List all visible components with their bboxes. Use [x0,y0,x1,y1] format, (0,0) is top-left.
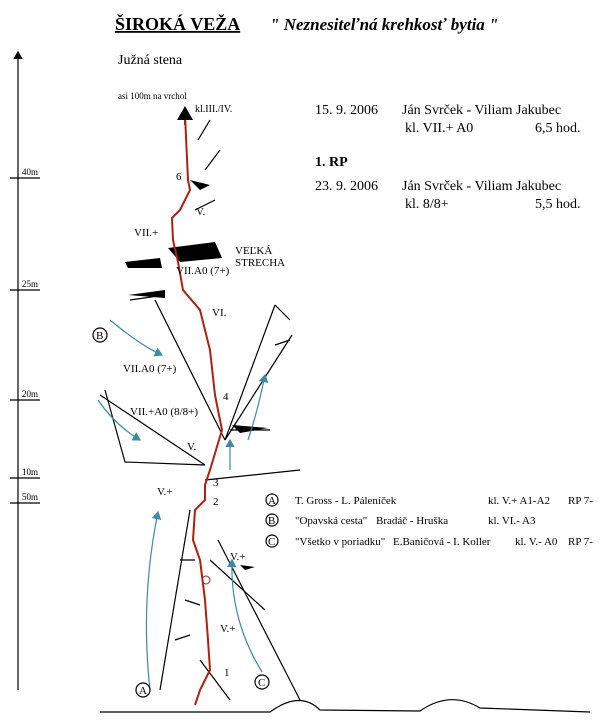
grade: kl. 8/8+ [405,197,449,212]
topo-label: VII.A0 (7+) [176,265,230,277]
climbers: Ján Svrček - Viliam Jakubec [402,179,561,194]
legend-key: B [268,515,275,527]
date: 23. 9. 2006 [315,179,378,194]
summit-grade: kl.III./IV. [195,104,232,115]
legend-key: C [268,536,275,548]
topo-labels: 6 V. VII.+ VEĽKÁ STRECHA VII.A0 (7+) VI.… [96,171,285,697]
legend-rp: RP 7- [568,536,593,548]
time: 6,5 hod. [535,121,581,136]
subtitle: " Neznesiteľná krehkosť bytia " [270,15,499,34]
scale-label: 10m [22,467,38,477]
title: ŠIROKÁ VEŽA [115,13,240,34]
topo-label: C [258,677,265,689]
topo-label: V.+ [220,623,235,635]
topo-label: 2 [213,496,219,508]
topo-label: VII.+A0 (8/8+) [130,406,198,418]
date: 15. 9. 2006 [315,103,378,118]
topo-label: VI. [212,307,227,319]
scale-label: 50m [22,492,38,502]
legend-grade: kl. VI.- A3 [488,515,536,527]
legend-key: A [268,495,276,507]
summit-note: asi 100m na vrchol [118,91,187,101]
topo-label: V. [187,441,197,453]
topo-label: VII.A0 (7+) [123,363,177,375]
topo-label: 1 [224,667,230,679]
legend: A T. Gross - L. Páleníček kl. V.+ A1-A2 … [268,495,593,548]
grade: kl. VII.+ A0 [405,121,473,136]
climbers: Ján Svrček - Viliam Jakubec [402,103,561,118]
topo-label: STRECHA [235,257,285,269]
topo-label: V.+ [157,486,172,498]
topo-label: 3 [213,477,219,489]
scale-label: 40m [22,167,38,177]
scale-label: 25m [22,279,38,289]
topo-label: B [96,330,103,342]
topo-label: VII.+ [134,227,158,239]
legend-name: T. Gross - L. Páleníček [295,495,397,507]
scale-label: 20m [22,389,38,399]
time: 5,5 hod. [535,197,581,212]
legend-name: "Opavská cesta" [295,515,367,527]
legend-grade: kl. V.- A0 [515,536,558,548]
legend-authors: Bradáč - Hruška [376,515,448,527]
topo-label: 6 [176,171,182,183]
face: Južná stena [118,53,183,68]
topo-label: A [139,685,147,697]
drawing [10,50,591,713]
topo-label: 4 [223,391,229,403]
legend-name: "Všetko v poriadku" [295,536,385,548]
topo-label: V. [196,206,206,218]
legend-rp: RP 7- [568,495,593,507]
topo-label: V.+ [230,551,245,563]
heading: 1. RP [315,155,348,170]
legend-authors: E.Baničová - I. Koller [393,536,491,548]
legend-grade: kl. V.+ A1-A2 [488,495,550,507]
topo-label: VEĽKÁ [235,245,272,257]
